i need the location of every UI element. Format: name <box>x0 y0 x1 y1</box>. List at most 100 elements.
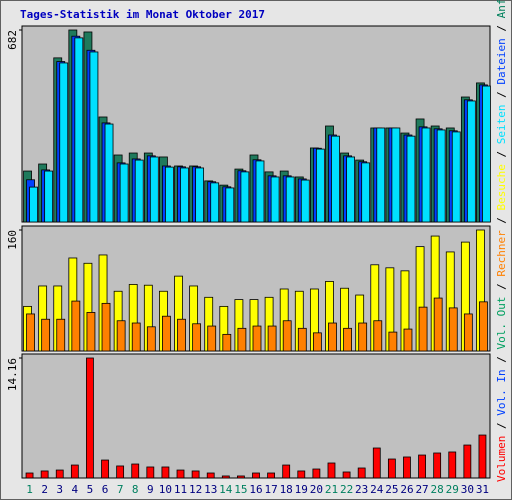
bar <box>387 458 396 479</box>
x-tick-label: 11 <box>174 483 187 496</box>
x-tick-label: 16 <box>249 483 262 496</box>
bar <box>361 162 371 223</box>
x-tick-label: 29 <box>446 483 459 496</box>
x-tick-label: 19 <box>295 483 308 496</box>
x-tick-label: 26 <box>400 483 413 496</box>
bar <box>119 163 129 223</box>
bar <box>270 176 280 223</box>
bar <box>448 307 458 352</box>
bar <box>89 51 99 223</box>
bar <box>70 464 79 479</box>
bar <box>282 320 292 352</box>
x-tick-label: 17 <box>264 483 277 496</box>
bar <box>222 333 232 352</box>
bar <box>26 313 35 352</box>
x-tick-label: 21 <box>325 483 338 496</box>
plot-area <box>21 353 491 479</box>
legend-separator: / <box>495 210 508 230</box>
bar <box>342 471 351 479</box>
bar <box>403 328 413 352</box>
bar <box>403 456 411 479</box>
bar <box>191 470 200 479</box>
legend-separator: / <box>495 18 508 38</box>
bar <box>448 451 457 479</box>
bar <box>25 472 34 479</box>
x-tick-label: 28 <box>431 483 444 496</box>
legend-entry: Vol. In <box>495 369 508 415</box>
bar <box>207 325 217 352</box>
bar <box>56 318 66 352</box>
bar <box>372 447 381 479</box>
bar <box>421 127 431 223</box>
bar <box>267 325 277 352</box>
x-tick-label: 18 <box>280 483 293 496</box>
bar <box>225 187 235 223</box>
bar <box>86 357 94 479</box>
x-tick-label: 3 <box>56 483 63 496</box>
x-tick-label: 31 <box>476 483 489 496</box>
bar <box>252 472 260 479</box>
chart-title: Tages-Statistik im Monat Oktober 2017 <box>20 8 265 21</box>
legend-entry: Anfragen <box>495 0 508 18</box>
bar <box>240 171 250 223</box>
side-legend: Volumen / Vol. In / Vol. Out / Rechner /… <box>495 0 508 482</box>
bar <box>433 452 442 479</box>
x-tick-label: 20 <box>310 483 323 496</box>
x-tick-label: 30 <box>461 483 474 496</box>
bar <box>74 37 84 223</box>
bar <box>433 297 443 352</box>
x-tick-label: 6 <box>102 483 109 496</box>
legend-entry: Volumen <box>495 436 508 482</box>
bar <box>315 148 325 223</box>
bar <box>297 327 307 352</box>
bar <box>146 466 155 479</box>
bar <box>161 466 170 479</box>
bar <box>176 469 185 479</box>
bar <box>418 454 426 479</box>
x-tick-label: 7 <box>117 483 124 496</box>
bar <box>436 129 446 223</box>
bar <box>162 315 171 352</box>
bar <box>463 444 472 479</box>
x-tick-label: 1 <box>26 483 33 496</box>
x-tick-label: 12 <box>189 483 202 496</box>
bar <box>252 325 262 352</box>
x-tick-label: 14 <box>219 483 233 496</box>
legend-entry: Besuche <box>495 164 508 210</box>
x-tick-label: 24 <box>370 483 384 496</box>
bar <box>418 306 428 352</box>
bar <box>149 156 159 223</box>
legend-separator: / <box>495 350 508 370</box>
bar <box>116 465 125 479</box>
bar <box>376 127 386 223</box>
bar <box>479 301 488 352</box>
legend-separator: / <box>495 144 508 164</box>
x-tick-label: 27 <box>415 483 428 496</box>
bar <box>131 463 140 479</box>
bar <box>101 302 111 352</box>
x-tick-label: 25 <box>385 483 398 496</box>
bar <box>331 135 340 223</box>
x-tick-label: 23 <box>355 483 368 496</box>
x-tick-label: 5 <box>87 483 94 496</box>
bar <box>71 300 81 352</box>
x-tick-label: 15 <box>234 483 247 496</box>
x-tick-label: 13 <box>204 483 217 496</box>
bar <box>267 472 275 479</box>
bar <box>346 156 355 223</box>
bar <box>116 320 126 352</box>
bar <box>134 159 144 223</box>
x-tick-label: 4 <box>72 483 79 496</box>
bar <box>451 131 461 223</box>
legend-entry: Rechner <box>495 230 508 277</box>
bar <box>463 313 473 352</box>
bar <box>282 464 291 479</box>
bar <box>300 179 310 223</box>
bar <box>40 470 49 479</box>
legend-separator: / <box>495 277 508 297</box>
bar <box>131 322 141 352</box>
bar <box>41 318 51 352</box>
bar <box>328 322 337 352</box>
bar <box>210 182 220 223</box>
